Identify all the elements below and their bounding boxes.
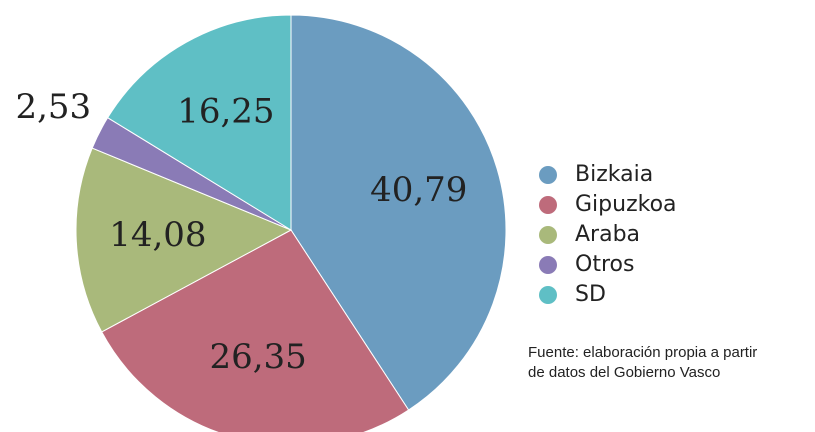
- value-label: 40,79: [370, 170, 467, 210]
- pie-slice: [75, 147, 293, 333]
- pie-slice: [106, 14, 292, 231]
- pie-slice: [290, 14, 507, 411]
- legend-label: Gipuzkoa: [575, 192, 677, 217]
- legend-label: Otros: [575, 252, 634, 277]
- legend-swatch: [539, 226, 557, 244]
- value-label: 16,25: [177, 92, 274, 132]
- legend-swatch: [539, 286, 557, 304]
- legend-label: Bizkaia: [575, 162, 653, 187]
- note: Fuente: elaboración propia a partir: [528, 344, 757, 361]
- note: de datos del Gobierno Vasco: [528, 364, 720, 381]
- value-label: 26,35: [209, 337, 306, 377]
- value-label: 2,53: [15, 87, 91, 127]
- legend-label: SD: [575, 282, 606, 307]
- legend-swatch: [539, 166, 557, 184]
- pie-slice: [101, 229, 410, 432]
- legend-label: Araba: [575, 222, 640, 247]
- legend-swatch: [539, 196, 557, 214]
- value-label: 14,08: [109, 215, 206, 255]
- legend-swatch: [539, 256, 557, 274]
